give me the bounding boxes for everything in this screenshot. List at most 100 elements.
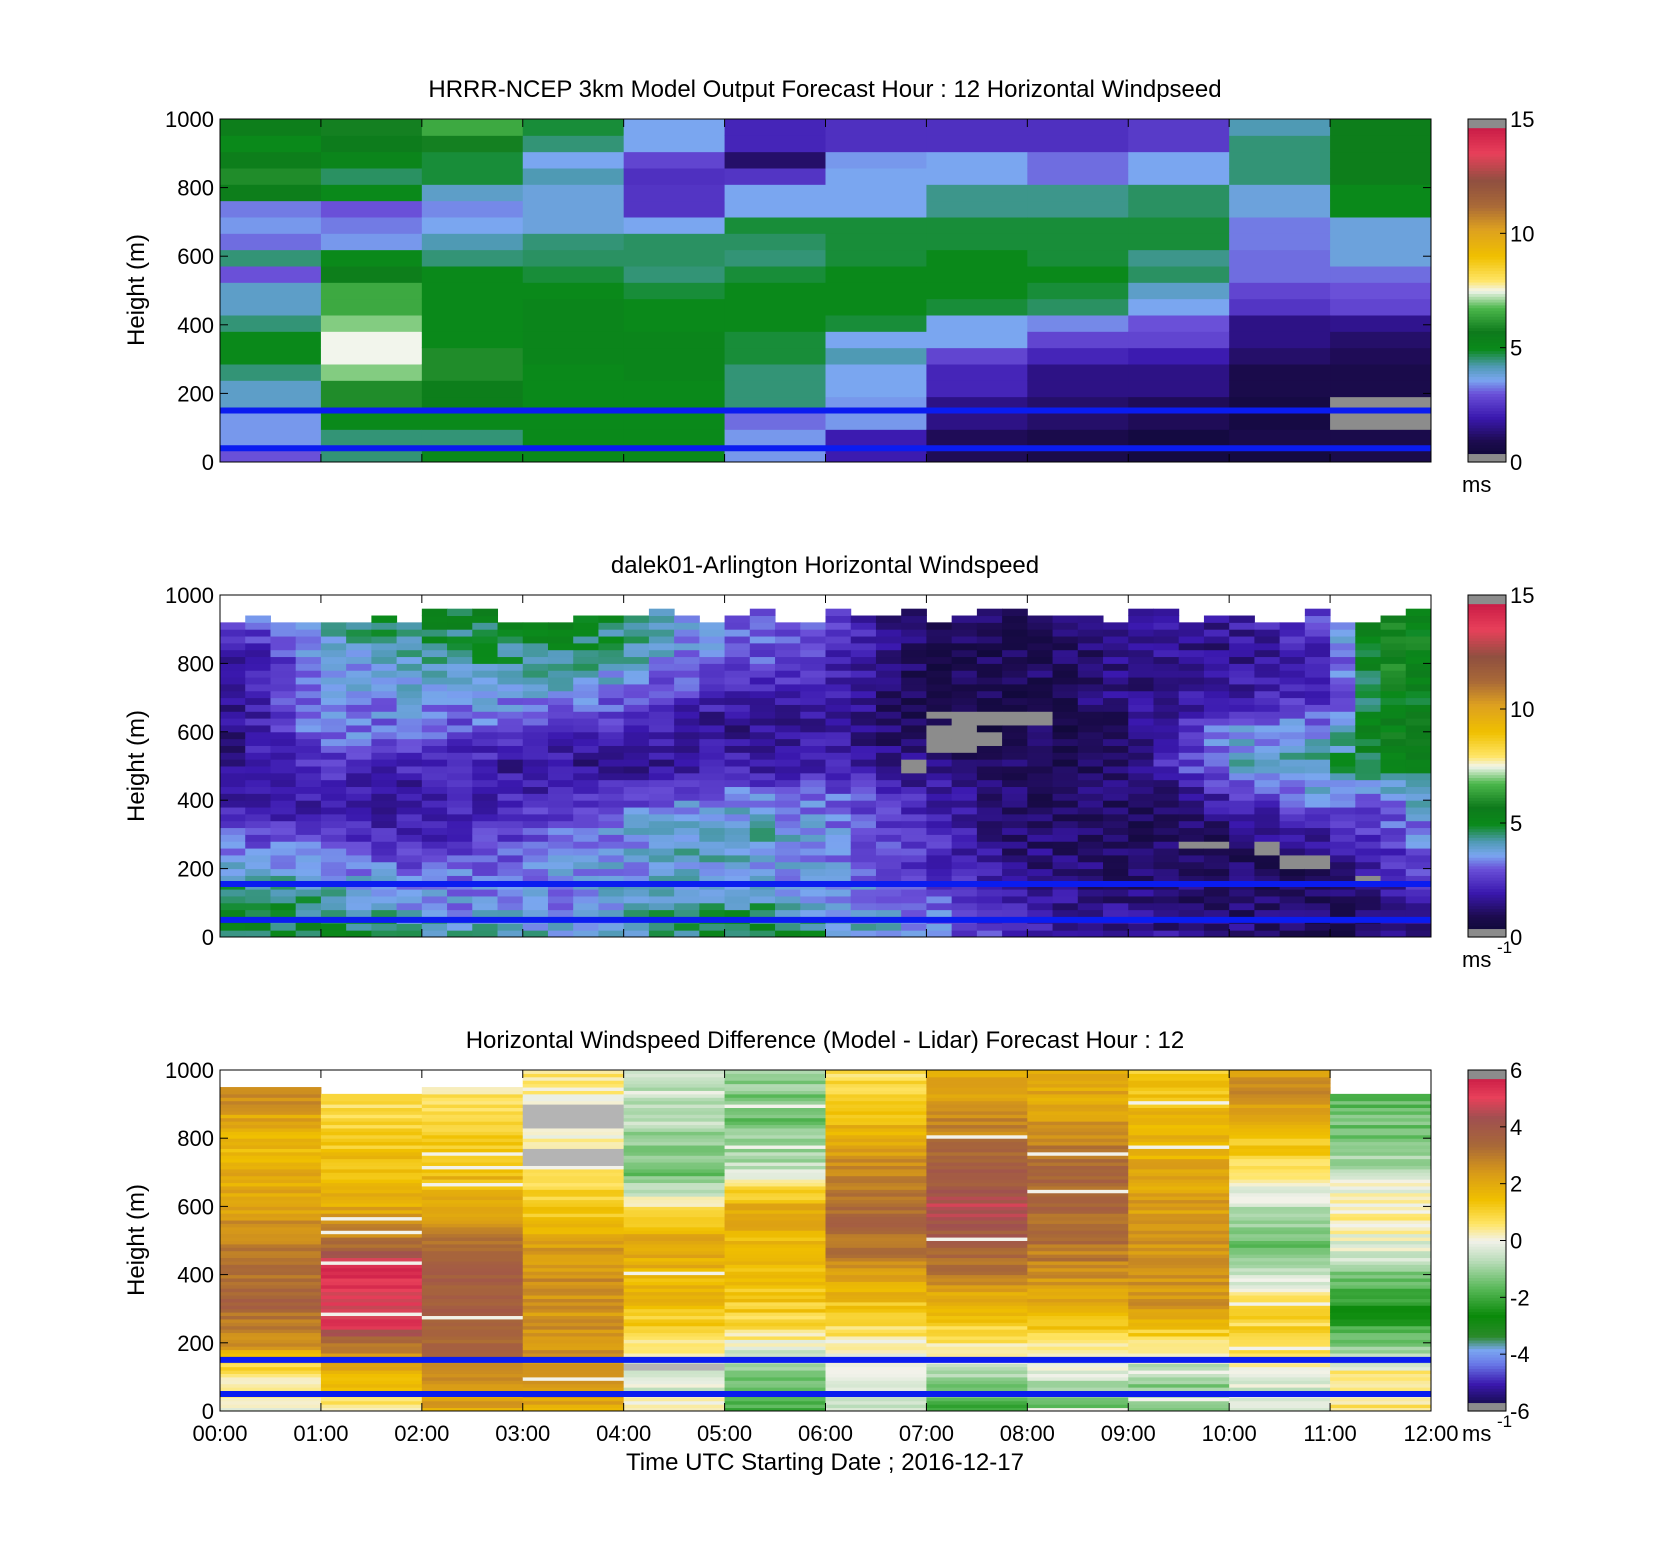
heatmap-cell bbox=[447, 663, 473, 671]
heatmap-cell bbox=[1380, 834, 1407, 842]
heatmap-cell bbox=[724, 1322, 826, 1327]
heatmap-cell bbox=[1229, 119, 1331, 136]
heatmap-cell bbox=[1254, 930, 1281, 937]
heatmap-cell bbox=[1153, 800, 1180, 808]
heatmap-cell bbox=[1355, 848, 1382, 856]
heatmap-cell bbox=[522, 1240, 625, 1245]
heatmap-cell bbox=[1052, 868, 1079, 876]
heatmap-cell bbox=[926, 813, 953, 822]
heatmap-cell bbox=[800, 704, 826, 712]
heatmap-cell bbox=[1229, 298, 1331, 316]
heatmap-cell bbox=[245, 670, 271, 678]
heatmap-cell bbox=[295, 793, 322, 801]
heatmap-cell bbox=[1002, 827, 1028, 835]
heatmap-cell bbox=[320, 1370, 423, 1374]
heatmap-cell bbox=[220, 854, 246, 863]
heatmap-cell bbox=[1128, 1145, 1230, 1149]
heatmap-cell bbox=[623, 1366, 726, 1371]
heatmap-cell bbox=[926, 663, 953, 671]
heatmap-cell bbox=[1103, 772, 1129, 781]
heatmap-cell bbox=[320, 1158, 423, 1163]
heatmap-cell bbox=[926, 1185, 1028, 1190]
heatmap-cell bbox=[951, 793, 978, 801]
heatmap-cell bbox=[825, 1209, 927, 1214]
colorbar-segment bbox=[1468, 224, 1506, 229]
heatmap-cell bbox=[1330, 364, 1431, 381]
heatmap-cell bbox=[1405, 848, 1431, 856]
heatmap-cell bbox=[1002, 889, 1028, 897]
heatmap-cell bbox=[1229, 1363, 1331, 1368]
heatmap-cell bbox=[1330, 1138, 1431, 1143]
heatmap-cell bbox=[1405, 807, 1431, 815]
colorbar-segment bbox=[1468, 597, 1506, 602]
colorbar-segment bbox=[1468, 848, 1506, 853]
heatmap-cell bbox=[421, 119, 524, 136]
heatmap-cell bbox=[472, 738, 499, 746]
heatmap-cell bbox=[1128, 1141, 1230, 1146]
heatmap-cell bbox=[1128, 282, 1230, 300]
heatmap-cell bbox=[497, 895, 524, 904]
heatmap-cell bbox=[825, 1325, 927, 1330]
heatmap-cell bbox=[1229, 1158, 1331, 1163]
heatmap-cell bbox=[1330, 909, 1356, 917]
heatmap-cell bbox=[1128, 683, 1154, 692]
heatmap-cell bbox=[648, 615, 675, 623]
heatmap-cell bbox=[320, 315, 423, 332]
heatmap-cell bbox=[1330, 1117, 1431, 1122]
heatmap-cell bbox=[901, 848, 927, 856]
heatmap-cell bbox=[926, 683, 953, 692]
heatmap-cell bbox=[346, 772, 372, 781]
heatmap-cell bbox=[825, 315, 927, 332]
heatmap-cell bbox=[623, 1121, 726, 1126]
heatmap-cell bbox=[1178, 800, 1205, 808]
colorbar-segment bbox=[1468, 1385, 1506, 1389]
heatmap-cell bbox=[1103, 875, 1129, 883]
heatmap-cell bbox=[522, 1070, 625, 1074]
colorbar-tick-label: 6 bbox=[1510, 1058, 1522, 1083]
heatmap-cell bbox=[220, 745, 246, 753]
heatmap-cell bbox=[295, 923, 322, 931]
heatmap-cell bbox=[295, 786, 322, 794]
heatmap-cell bbox=[421, 413, 524, 430]
heatmap-cell bbox=[699, 670, 726, 678]
colorbar-segment bbox=[1468, 1149, 1506, 1154]
colorbar-segment bbox=[1468, 862, 1506, 867]
heatmap-cell bbox=[724, 1291, 826, 1296]
heatmap-cell bbox=[220, 930, 246, 937]
heatmap-cell bbox=[522, 841, 549, 849]
heatmap-cell bbox=[220, 1363, 322, 1368]
heatmap-cell bbox=[598, 677, 625, 685]
heatmap-cell bbox=[295, 902, 322, 911]
heatmap-cell bbox=[220, 168, 322, 185]
heatmap-cell bbox=[623, 711, 650, 719]
heatmap-cell bbox=[825, 1199, 927, 1204]
heatmap-cell bbox=[1229, 1295, 1331, 1299]
heatmap-cell bbox=[648, 663, 675, 671]
heatmap-cell bbox=[220, 848, 246, 856]
heatmap-cell bbox=[270, 902, 297, 911]
heatmap-cell bbox=[522, 1233, 625, 1238]
heatmap-cell bbox=[421, 724, 448, 733]
x-tick-label: 02:00 bbox=[394, 1421, 449, 1446]
heatmap-cell bbox=[749, 690, 776, 699]
heatmap-cell bbox=[724, 168, 826, 185]
heatmap-cell bbox=[825, 282, 927, 300]
heatmap-cell bbox=[1229, 731, 1255, 740]
heatmap-cell bbox=[522, 1073, 625, 1078]
heatmap-cell bbox=[1128, 875, 1154, 883]
heatmap-cell bbox=[245, 724, 271, 733]
heatmap-cell bbox=[1229, 690, 1255, 699]
heatmap-cell bbox=[724, 1087, 826, 1091]
heatmap-cell bbox=[926, 786, 953, 794]
heatmap-cell bbox=[1229, 848, 1255, 856]
heatmap-cell bbox=[749, 697, 776, 705]
heatmap-cell bbox=[346, 636, 372, 644]
heatmap-cell bbox=[245, 663, 271, 671]
heatmap-cell bbox=[926, 1387, 1028, 1392]
heatmap-cell bbox=[346, 683, 372, 692]
heatmap-cell bbox=[421, 1230, 524, 1235]
heatmap-cell bbox=[421, 820, 448, 829]
heatmap-cell bbox=[1355, 731, 1382, 740]
heatmap-cell bbox=[522, 233, 625, 251]
colorbar-segment bbox=[1468, 922, 1506, 927]
